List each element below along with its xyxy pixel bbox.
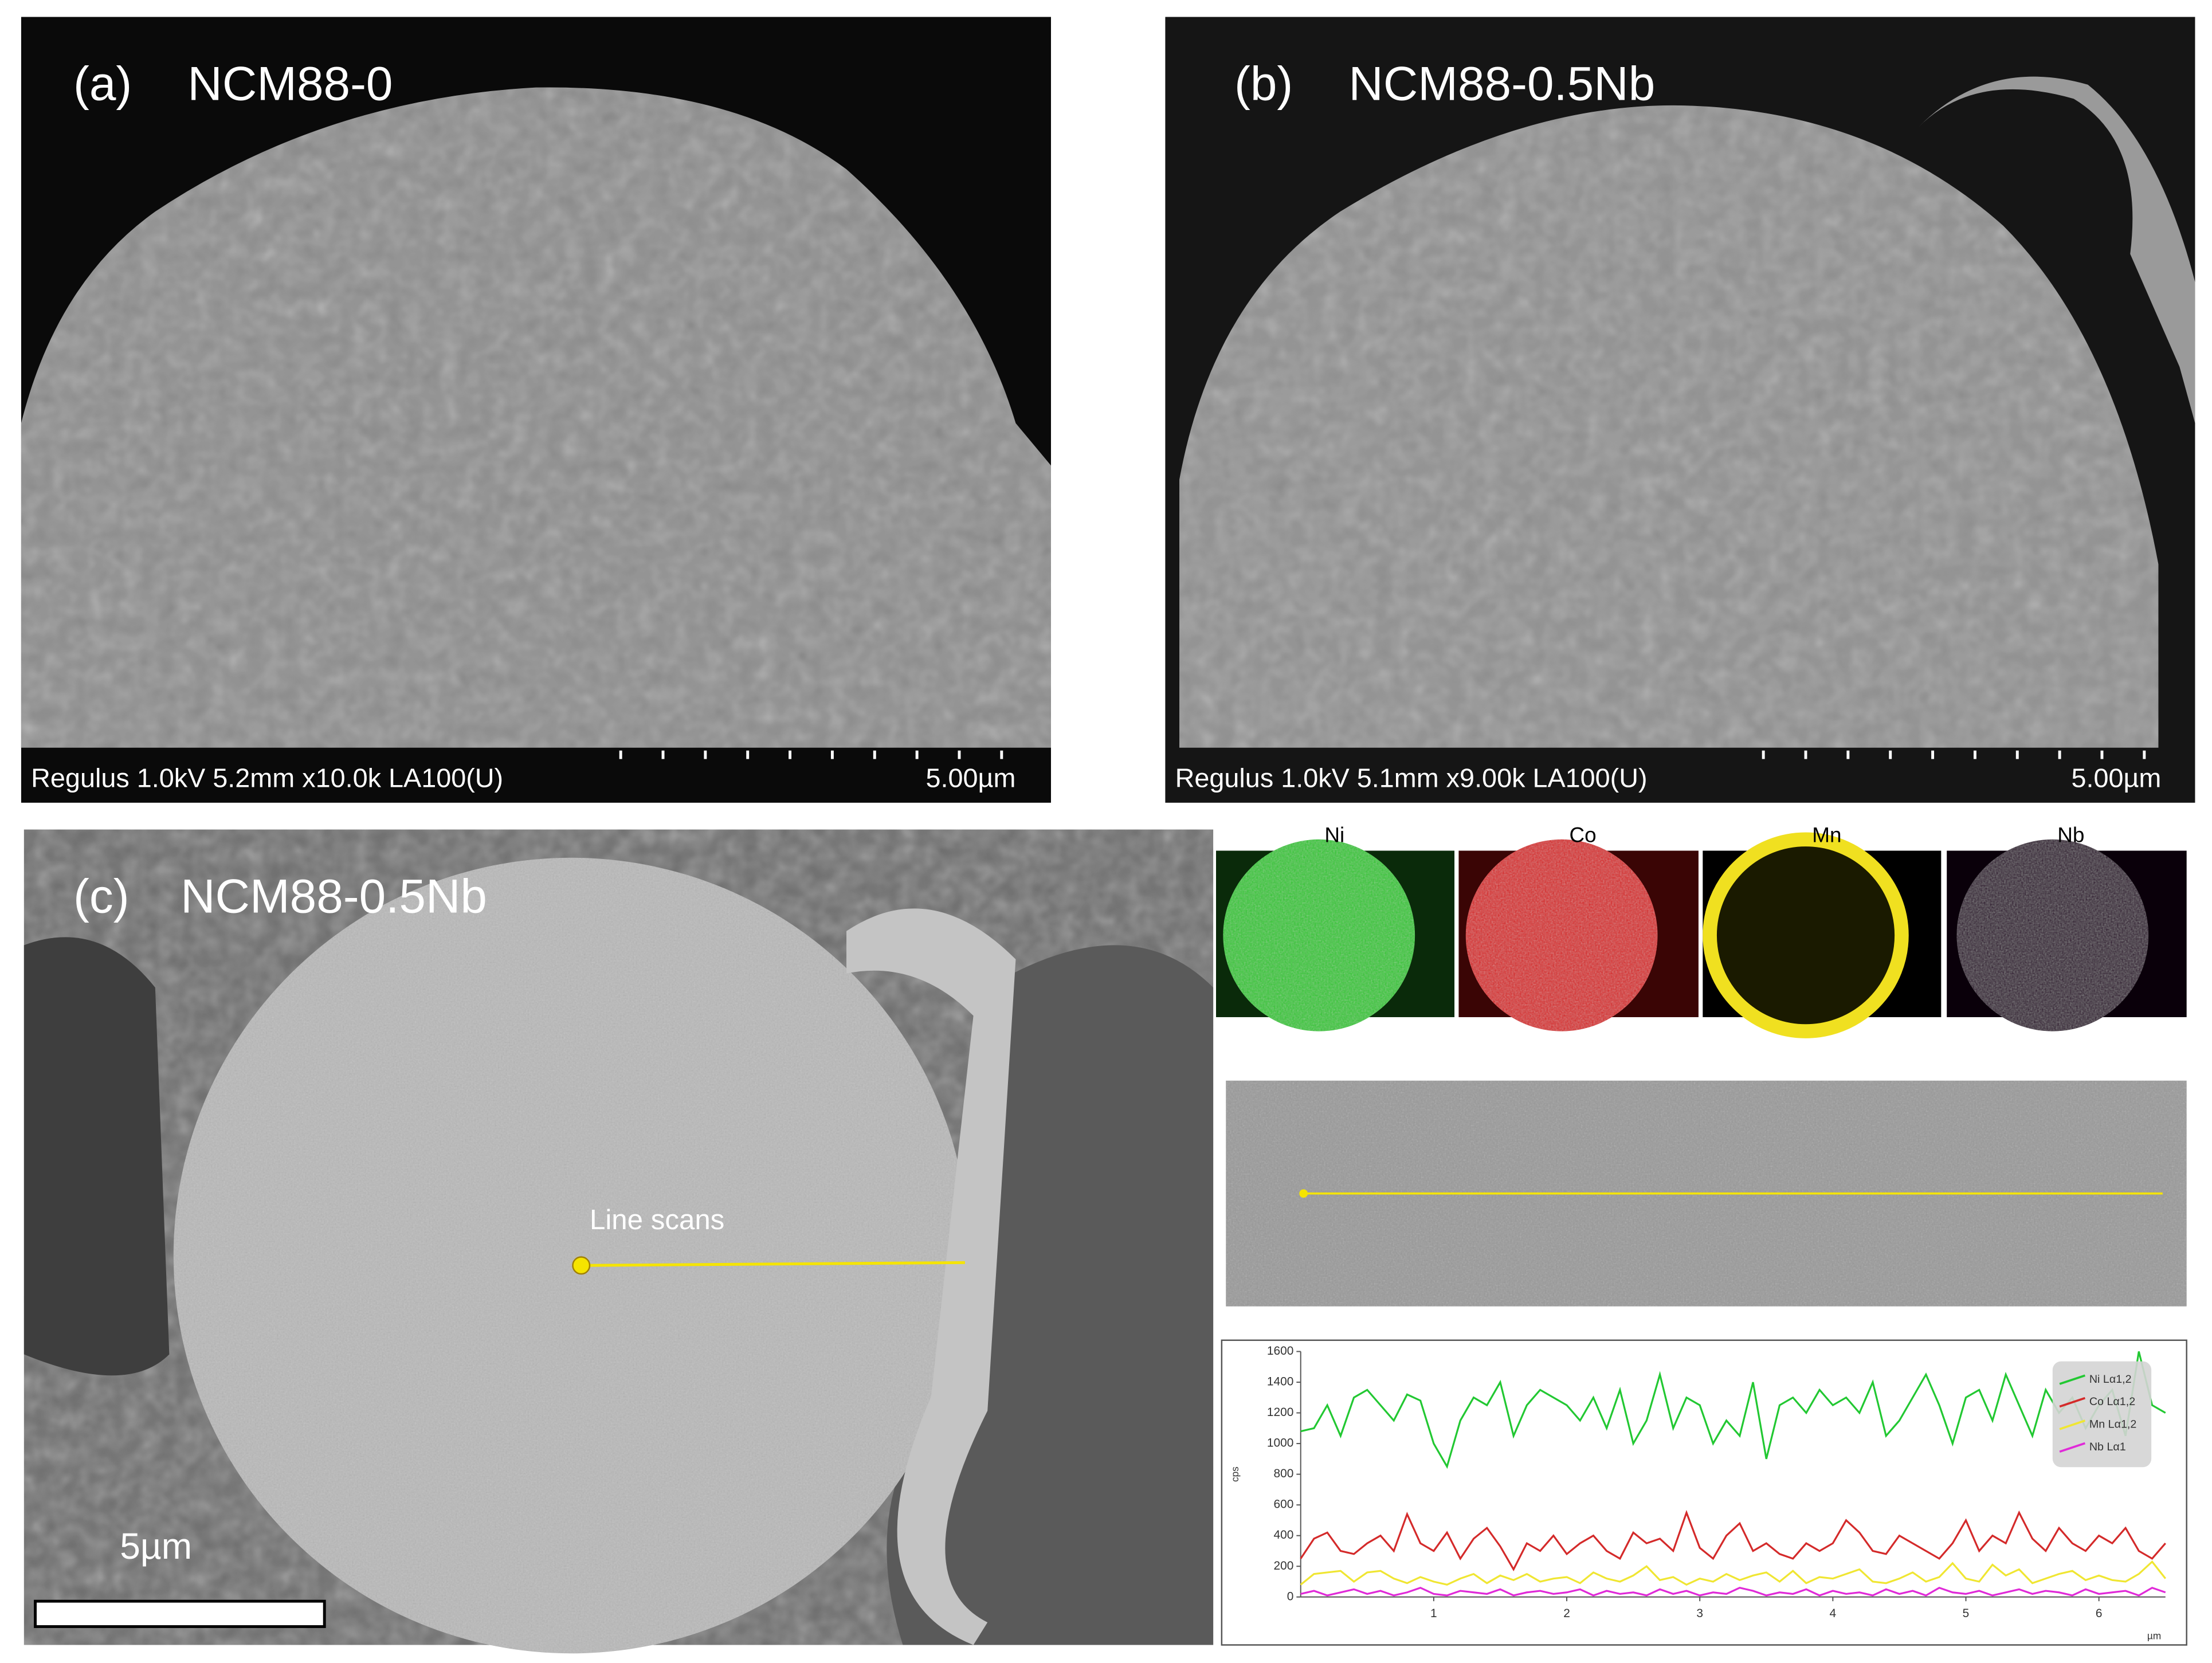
legend-label: Mn Lα1,2 xyxy=(2089,1418,2137,1431)
map-particle xyxy=(1465,839,1658,1031)
legend-swatch xyxy=(2059,1442,2086,1453)
panel-title: NCM88-0.5Nb xyxy=(1348,57,1655,111)
legend-box xyxy=(2052,1361,2152,1468)
map-particle xyxy=(1703,832,1909,1038)
sem-info: Regulus 1.0kV 5.2mm x10.0k LA100(U) xyxy=(31,763,503,793)
scan-image xyxy=(1226,1080,2187,1307)
series-line xyxy=(1300,1351,2166,1469)
map-label: Mn xyxy=(1812,823,1841,847)
line-chart: 0 200 400 600 800 1000 1200 1400 1600 1 2 3 4 5 6 cps µm… xyxy=(1229,1344,2167,1641)
map-label: Co xyxy=(1569,823,1596,847)
scan-start xyxy=(572,1256,591,1275)
scale-ticks xyxy=(1762,750,2146,759)
particle xyxy=(173,857,970,1654)
legend-swatch xyxy=(2059,1419,2086,1430)
panel-b: (b) NCM88-0.5Nb Regulus 1.0kV 5.1mm x9.0… xyxy=(1165,17,2195,803)
map-label: Ni xyxy=(1324,823,1344,847)
y-tick-label: 0 xyxy=(1287,1590,1294,1603)
y-tick-label: 200 xyxy=(1274,1559,1294,1572)
map-particle xyxy=(1956,839,2149,1031)
legend-swatch xyxy=(2059,1397,2086,1408)
chart-frame xyxy=(1221,1339,2187,1646)
panel-label: (a) xyxy=(73,57,132,111)
legend-label: Nb Lα1 xyxy=(2089,1441,2126,1453)
series-line xyxy=(1300,1509,2166,1571)
y-tick-label: 1400 xyxy=(1267,1375,1294,1389)
scan-start xyxy=(1299,1189,1308,1198)
panel-title: NCM88-0.5Nb xyxy=(181,869,487,923)
y-tick-label: 600 xyxy=(1274,1498,1294,1511)
legend-swatch xyxy=(2059,1374,2086,1385)
x-tick-label: 4 xyxy=(1830,1607,1837,1620)
y-tick-label: 1000 xyxy=(1267,1437,1294,1450)
sem-info: Regulus 1.0kV 5.1mm x9.00k LA100(U) xyxy=(1175,763,1648,793)
scan-line xyxy=(581,1261,965,1267)
scale-label: 5.00µm xyxy=(926,763,1016,793)
series-line xyxy=(1300,1560,2167,1586)
x-tick-label: 5 xyxy=(1963,1607,1970,1620)
particle xyxy=(1179,105,2159,748)
scale-ticks xyxy=(619,750,1003,759)
y-tick-label: 1600 xyxy=(1267,1344,1294,1358)
annotation: Line scans xyxy=(590,1204,724,1236)
panel-label: (c) xyxy=(73,869,130,923)
scale-label: 5µm xyxy=(120,1525,192,1567)
y-tick-label: 800 xyxy=(1274,1467,1294,1480)
legend-label: Ni Lα1,2 xyxy=(2089,1373,2132,1386)
panel-a: (a) NCM88-0 Regulus 1.0kV 5.2mm x10.0k L… xyxy=(21,17,1051,803)
pore xyxy=(23,937,170,1376)
coating xyxy=(846,908,1016,1645)
map-particle xyxy=(1223,839,1415,1031)
x-tick-label: 6 xyxy=(2096,1607,2103,1620)
y-tick-label: 1200 xyxy=(1267,1406,1294,1419)
legend-label: Co Lα1,2 xyxy=(2089,1395,2135,1408)
scale-bar xyxy=(34,1599,326,1628)
pore xyxy=(887,945,1214,1645)
x-tick-label: 2 xyxy=(1563,1607,1570,1620)
y-axis-label: cps xyxy=(1229,1466,1241,1482)
eds-maps: Ni Co Mn Nb xyxy=(1216,823,2187,1038)
series-line xyxy=(1300,1586,2166,1597)
x-tick-label: 3 xyxy=(1696,1607,1703,1620)
particle xyxy=(21,87,1051,748)
scale-label: 5.00µm xyxy=(2071,763,2161,793)
panel-c: (c) NCM88-0.5Nb Line scans 5µm xyxy=(23,829,1214,1654)
x-axis-label: µm xyxy=(2147,1630,2161,1641)
panel-title: NCM88-0 xyxy=(187,57,393,111)
coating xyxy=(1918,76,2195,423)
x-tick-label: 1 xyxy=(1430,1607,1437,1620)
y-tick-label: 400 xyxy=(1274,1528,1294,1542)
panel-label: (b) xyxy=(1234,57,1293,111)
map-label: Nb xyxy=(2057,823,2084,847)
